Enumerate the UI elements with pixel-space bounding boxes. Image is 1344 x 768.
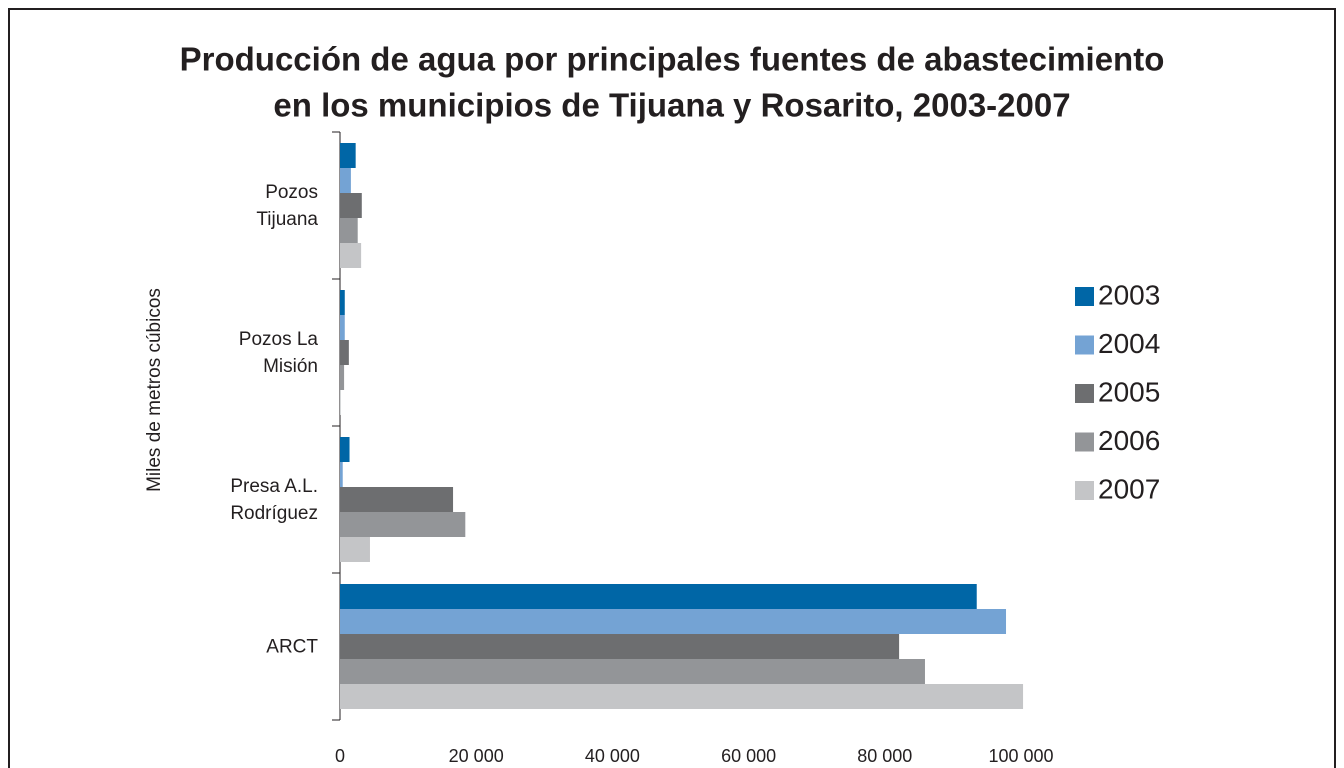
legend-label: 2003 <box>1098 279 1160 310</box>
bar <box>340 193 362 218</box>
x-tick-label: 100 000 <box>988 746 1053 766</box>
bar <box>340 290 345 315</box>
category-label: ARCT <box>266 636 318 657</box>
legend-label: 2005 <box>1098 376 1160 407</box>
x-tick-label: 20 000 <box>449 746 504 766</box>
chart-title: Producción de agua por principales fuent… <box>180 41 1165 78</box>
bar <box>340 437 350 462</box>
x-tick-label: 0 <box>335 746 345 766</box>
bar <box>340 537 370 562</box>
legend-swatch <box>1075 335 1094 355</box>
bar <box>340 659 925 684</box>
bar <box>340 365 345 390</box>
category-label: Pozos Tijuana <box>256 181 318 230</box>
bar <box>340 143 356 168</box>
chart-subtitle: en los municipios de Tijuana y Rosarito,… <box>273 87 1070 124</box>
bar <box>340 390 341 415</box>
bar <box>340 634 900 659</box>
frame <box>8 8 1336 768</box>
x-tick-label: 80 000 <box>857 746 912 766</box>
bar <box>340 512 466 537</box>
category-label: Pozos La Misión <box>238 328 318 377</box>
bar <box>340 462 343 487</box>
category-label: Presa A.L. Rodríguez <box>230 475 318 524</box>
legend-swatch <box>1075 384 1094 403</box>
legend-swatch <box>1075 481 1094 500</box>
bar <box>340 168 351 193</box>
bar <box>340 218 358 243</box>
legend-swatch <box>1075 287 1094 306</box>
legend-label: 2007 <box>1098 473 1160 504</box>
x-tick-label: 60 000 <box>721 746 776 766</box>
bar <box>340 609 1007 634</box>
bar <box>340 243 362 268</box>
legend-label: 2004 <box>1098 328 1160 359</box>
bar <box>340 684 1024 709</box>
bar <box>340 340 349 365</box>
bar <box>340 584 977 609</box>
bar <box>340 315 345 340</box>
legend-label: 2006 <box>1098 425 1160 456</box>
legend-swatch <box>1075 432 1094 452</box>
x-tick-label: 40 000 <box>585 746 640 766</box>
y-axis-label: Miles de metros cúbicos <box>144 288 165 492</box>
bar <box>340 487 454 512</box>
